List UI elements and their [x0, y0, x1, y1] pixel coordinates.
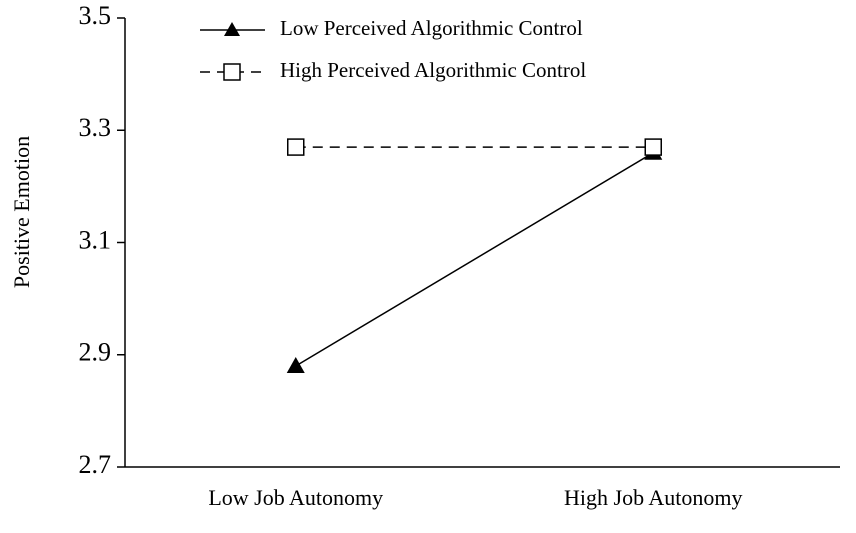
legend-marker — [224, 22, 240, 36]
marker — [287, 138, 305, 156]
x-tick-label: High Job Autonomy — [564, 485, 742, 510]
legend-label: Low Perceived Algorithmic Control — [280, 16, 583, 40]
marker — [286, 356, 305, 373]
y-tick-label: 2.9 — [79, 338, 112, 367]
series-line — [295, 152, 654, 367]
marker — [644, 138, 662, 156]
legend-marker — [223, 63, 241, 81]
legend-label: High Perceived Algorithmic Control — [280, 58, 586, 82]
y-tick-label: 3.3 — [79, 113, 112, 142]
y-tick-label: 2.7 — [79, 450, 112, 479]
y-axis-title: Positive Emotion — [9, 136, 34, 288]
y-tick-label: 3.1 — [79, 225, 112, 254]
x-tick-label: Low Job Autonomy — [208, 485, 383, 510]
y-tick-label: 3.5 — [79, 1, 112, 30]
